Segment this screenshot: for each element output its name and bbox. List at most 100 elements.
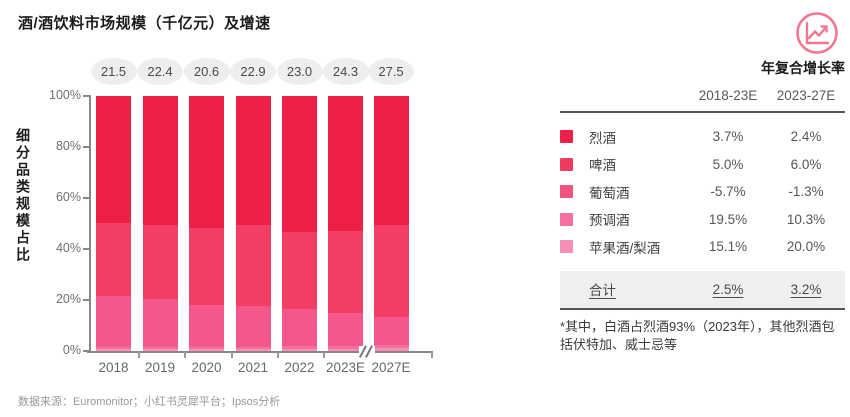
y-axis-title: 细分品类规模占比 <box>15 128 31 264</box>
legend-row-苹果酒/梨酒: 苹果酒/梨酒 15.1% 20.0% <box>560 233 845 261</box>
cagr-value: 15.1% <box>708 239 748 255</box>
total-value-1: 2.5% <box>712 281 744 297</box>
y-axis-tick <box>83 197 89 199</box>
table-top-rule <box>560 111 845 113</box>
stacked-bar-chart: 细分品类规模占比 100% 80% 60% 40% 20% 0% 21.5 2018 22.4 2… <box>15 58 433 375</box>
bar-segment-预调酒 <box>282 346 317 350</box>
bar-segment-葡萄酒 <box>373 317 409 345</box>
y-axis-tick <box>83 350 89 352</box>
total-row: 合计 2.5% 3.2% <box>560 270 845 308</box>
legend-row-葡萄酒: 葡萄酒 -5.7% -1.3% <box>560 178 845 206</box>
total-bubble-2021: 22.9 <box>230 58 276 85</box>
bar-segment-烈酒 <box>142 96 178 226</box>
y-tick-label: 100% <box>49 88 81 102</box>
legend-label: 葡萄酒 <box>589 185 630 201</box>
x-label-2020: 2020 <box>191 360 222 375</box>
total-bubble-2018: 21.5 <box>90 58 137 85</box>
bar-2019 <box>142 96 178 351</box>
cagr-value: 6.0% <box>790 156 822 172</box>
bar-segment-预调酒 <box>373 344 409 349</box>
legend-swatch <box>560 185 573 199</box>
bar-segment-葡萄酒 <box>189 305 224 347</box>
bar-segment-啤酒 <box>189 228 224 306</box>
legend-row-预调酒: 预调酒 19.5% 10.3% <box>560 206 845 234</box>
footnote: *其中，白酒占烈酒93%（2023年），其他烈酒包括伏特加、威士忌等 <box>560 318 835 353</box>
bar-segment-苹果酒/梨酒 <box>142 349 178 351</box>
bar-segment-葡萄酒 <box>282 308 317 347</box>
x-label-2022: 2022 <box>284 360 315 375</box>
bar-segment-葡萄酒 <box>235 306 271 347</box>
legend-label: 预调酒 <box>589 213 630 229</box>
y-tick-label: 80% <box>55 139 81 153</box>
total-bubble-2019: 22.4 <box>137 58 183 85</box>
cagr-value: 20.0% <box>786 239 826 255</box>
y-tick-label: 0% <box>62 343 81 357</box>
total-label: 合计 <box>589 283 616 298</box>
total-bubble-2020: 20.6 <box>183 58 230 85</box>
bar-segment-苹果酒/梨酒 <box>373 348 409 351</box>
x-axis-tick <box>431 352 433 358</box>
legend-swatch <box>560 157 573 171</box>
cagr-value: -5.7% <box>710 184 746 200</box>
cagr-value: 5.0% <box>712 156 744 172</box>
legend-swatch <box>560 212 573 226</box>
x-label-2021: 2021 <box>237 360 269 375</box>
bar-segment-烈酒 <box>96 96 131 223</box>
bar-2018 <box>96 96 131 351</box>
total-value-2: 3.2% <box>790 281 822 297</box>
cagr-col-header-2: 2023-27E <box>776 88 836 103</box>
total-bubble-2027E: 27.5 <box>368 58 414 85</box>
y-axis-tick <box>83 95 89 97</box>
legend-row-烈酒: 烈酒 3.7% 2.4% <box>560 123 845 151</box>
trend-chart-icon <box>794 10 840 56</box>
cagr-value: 19.5% <box>708 211 748 227</box>
y-axis-tick <box>83 146 89 148</box>
y-axis-tick <box>83 248 89 250</box>
cagr-value: -1.3% <box>788 184 824 200</box>
x-label-2019: 2019 <box>144 360 176 375</box>
y-tick-label: 40% <box>55 241 81 255</box>
bar-segment-预调酒 <box>328 345 363 349</box>
cagr-value: 2.4% <box>790 129 822 145</box>
cagr-value: 10.3% <box>786 211 826 227</box>
y-axis-line <box>89 95 91 353</box>
bar-segment-苹果酒/梨酒 <box>282 349 317 351</box>
x-label-2023E: 2023E <box>325 360 366 375</box>
bar-2022 <box>282 96 317 351</box>
bar-segment-预调酒 <box>189 346 224 350</box>
bar-2027E <box>373 96 409 351</box>
bar-segment-烈酒 <box>328 96 363 231</box>
bar-segment-啤酒 <box>235 225 271 307</box>
page-title: 酒/酒饮料市场规模（千亿元）及增速 <box>18 15 271 32</box>
bar-segment-啤酒 <box>142 225 178 299</box>
bar-segment-啤酒 <box>282 231 317 309</box>
bar-segment-葡萄酒 <box>96 295 131 348</box>
bar-segment-啤酒 <box>96 222 131 296</box>
legend-row-啤酒: 啤酒 5.0% 6.0% <box>560 151 845 179</box>
bar-segment-葡萄酒 <box>142 298 178 348</box>
bar-2021 <box>235 96 271 351</box>
bar-segment-预调酒 <box>142 347 178 350</box>
y-tick-label: 60% <box>55 190 81 204</box>
legend-swatch <box>560 130 573 144</box>
x-label-2027E: 2027E <box>371 360 411 375</box>
bar-segment-苹果酒/梨酒 <box>189 349 224 351</box>
total-bubble-2023E: 24.3 <box>322 58 369 85</box>
cagr-value: 3.7% <box>712 129 744 145</box>
bar-2020 <box>189 96 224 351</box>
bar-segment-葡萄酒 <box>328 313 363 346</box>
bar-segment-苹果酒/梨酒 <box>328 348 363 351</box>
x-axis-tick <box>276 352 279 358</box>
bar-segment-啤酒 <box>328 230 363 313</box>
cagr-header-row: 2018-23E 2023-27E <box>560 88 845 103</box>
data-source: 数据来源：Euromonitor；小红书灵犀平台；Ipsos分析 <box>18 396 281 408</box>
cagr-panel: 年复合增长率 2018-23E 2023-27E 烈酒 3.7% 2.4% 啤酒 5.0… <box>560 58 845 355</box>
cagr-col-header-1: 2018-23E <box>698 88 758 103</box>
y-axis-tick <box>83 299 89 301</box>
bar-segment-预调酒 <box>96 347 131 350</box>
bar-segment-烈酒 <box>373 96 409 226</box>
bar-segment-啤酒 <box>373 225 409 318</box>
bar-segment-苹果酒/梨酒 <box>235 349 271 351</box>
legend-label: 烈酒 <box>589 130 616 146</box>
bar-segment-烈酒 <box>282 96 317 232</box>
